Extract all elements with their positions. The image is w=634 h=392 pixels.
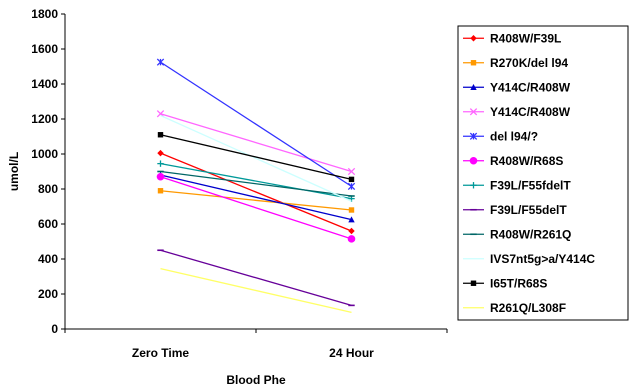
data-point <box>156 58 165 66</box>
legend-item: IVS7nt5g>a/Y414C <box>463 252 595 266</box>
y-tick-label: 1400 <box>31 77 58 91</box>
y-tick-label: 1600 <box>31 42 58 56</box>
y-tick-label: 0 <box>51 322 58 336</box>
legend-label: R408W/F39L <box>490 31 561 45</box>
legend-marker <box>469 132 478 140</box>
data-point <box>348 227 355 235</box>
series-4 <box>156 110 356 176</box>
series-line <box>160 190 352 211</box>
series-line <box>160 170 352 197</box>
legend-label: Y414C/R408W <box>490 80 571 94</box>
legend-item: Y414C/R408W <box>463 80 571 94</box>
series-10 <box>160 114 352 202</box>
plot-area <box>156 58 356 314</box>
legend-label: R408W/R261Q <box>490 227 571 241</box>
series-line <box>160 174 352 221</box>
legend-label: F39L/F55fdelT <box>490 178 571 192</box>
legend-marker <box>470 280 477 286</box>
series-5 <box>156 58 356 191</box>
data-point <box>347 167 356 176</box>
data-point <box>157 149 164 157</box>
data-point <box>347 182 356 191</box>
legend-label: Y414C/R408W <box>490 105 571 119</box>
legend-item: R408W/R261Q <box>463 227 571 241</box>
x-axis-title: Blood Phe <box>226 373 286 387</box>
legend-label: R408W/R68S <box>490 154 563 168</box>
data-point <box>157 160 164 167</box>
legend-marker <box>470 60 477 66</box>
series-3 <box>157 171 355 223</box>
series-9 <box>157 170 355 197</box>
legend-marker <box>470 35 477 42</box>
series-2 <box>157 188 355 213</box>
data-point <box>157 132 164 138</box>
legend-box <box>457 25 629 321</box>
data-point <box>348 216 355 223</box>
series-11 <box>157 132 355 183</box>
y-tick-label: 800 <box>38 182 58 196</box>
series-line <box>160 267 352 314</box>
legend-label: R261Q/L308F <box>490 301 566 315</box>
series-line <box>160 152 352 232</box>
legend-item: I65T/R68S <box>463 276 547 290</box>
legend-item: R408W/R68S <box>463 154 563 168</box>
legend-item: F39L/F55fdelT <box>463 178 571 192</box>
series-12 <box>160 267 352 314</box>
legend-item: R408W/F39L <box>463 31 561 45</box>
data-point <box>347 235 356 243</box>
y-tick-label: 1200 <box>31 112 58 126</box>
series-line <box>160 61 352 187</box>
legend-marker <box>469 156 478 165</box>
legend-item: F39L/F55delT <box>463 203 567 217</box>
legend-label: IVS7nt5g>a/Y414C <box>490 252 595 266</box>
data-point <box>348 207 355 213</box>
y-axis-title: umol/L <box>7 152 21 191</box>
data-point <box>348 176 355 183</box>
legend: R408W/F39L R270K/del l94 Y414C/R408W Y414C/… <box>457 25 629 321</box>
legend-item: R270K/del l94 <box>463 56 568 70</box>
legend-marker <box>470 84 477 90</box>
series-line <box>160 162 352 200</box>
axes: 0 200 400 600 800 1000 1200 1400 1600 1800 Zero Ti… <box>31 7 448 360</box>
legend-item: del l94/? <box>463 129 538 143</box>
legend-marker <box>470 182 477 189</box>
legend-item: R261Q/L308F <box>463 301 566 315</box>
series-line <box>160 176 352 240</box>
series-line <box>160 113 352 173</box>
legend-label: del l94/? <box>490 129 538 143</box>
legend-marker <box>469 108 478 116</box>
y-tick-label: 1800 <box>31 7 58 21</box>
data-point <box>156 172 165 181</box>
y-tick-label: 200 <box>38 287 58 301</box>
series-1 <box>157 149 355 235</box>
series-8 <box>157 249 355 307</box>
data-point <box>157 188 164 194</box>
legend-item: Y414C/R408W <box>463 105 571 119</box>
series-6 <box>156 172 356 243</box>
legend-label: R270K/del l94 <box>490 56 568 70</box>
y-tick-label: 600 <box>38 217 58 231</box>
y-tick-label: 1000 <box>31 147 58 161</box>
series-line <box>160 114 352 202</box>
legend-label: F39L/F55delT <box>490 203 567 217</box>
y-tick-label: 400 <box>38 252 58 266</box>
legend-label: I65T/R68S <box>490 276 547 290</box>
series-line <box>160 134 352 181</box>
x-tick-label: Zero Time <box>132 346 189 360</box>
series-line <box>160 249 352 306</box>
x-tick-label: 24 Hour <box>329 346 374 360</box>
